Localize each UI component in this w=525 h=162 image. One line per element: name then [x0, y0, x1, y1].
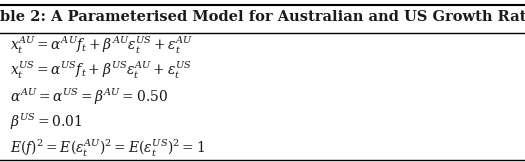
- Text: $x_t^{AU} = \alpha^{AU} f_t + \beta^{AU} \varepsilon_t^{US} + \varepsilon_t^{AU}: $x_t^{AU} = \alpha^{AU} f_t + \beta^{AU}…: [10, 35, 194, 56]
- Text: $\alpha^{AU} = \alpha^{US} = \beta^{AU} = 0.50$: $\alpha^{AU} = \alpha^{US} = \beta^{AU} …: [10, 87, 169, 107]
- Text: $\beta^{US} = 0.01$: $\beta^{US} = 0.01$: [10, 112, 83, 133]
- Text: $x_t^{US} = \alpha^{US} f_t + \beta^{US} \varepsilon_t^{AU} + \varepsilon_t^{US}: $x_t^{US} = \alpha^{US} f_t + \beta^{US}…: [10, 60, 192, 81]
- Text: Table 2: A Parameterised Model for Australian and US Growth Rates: Table 2: A Parameterised Model for Austr…: [0, 10, 525, 24]
- Text: $E(f)^2 = E(\varepsilon_t^{AU})^2 = E(\varepsilon_t^{US})^2 = 1$: $E(f)^2 = E(\varepsilon_t^{AU})^2 = E(\v…: [10, 138, 205, 159]
